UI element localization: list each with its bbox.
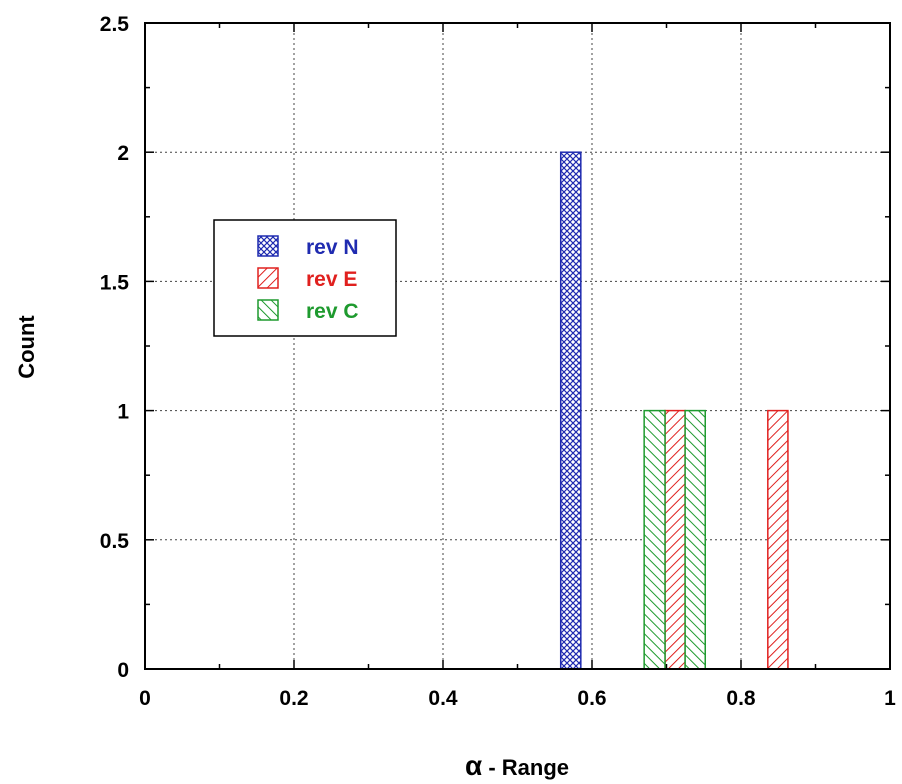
tick-marks	[144, 22, 891, 670]
legend: rev N rev E rev C	[213, 219, 397, 337]
y-axis-label: Count	[14, 315, 39, 379]
x-axis-label-text: - Range	[482, 755, 569, 780]
bars	[559, 151, 789, 670]
y-tick-label: 2.5	[100, 13, 130, 36]
bar-rev-e-1	[767, 409, 789, 670]
legend-swatch-rev-n	[257, 235, 279, 257]
legend-label-rev-e: rev E	[306, 268, 357, 291]
legend-label-rev-n: rev N	[306, 236, 359, 259]
y-tick-label: 1	[117, 401, 129, 424]
x-tick-label: 0.8	[726, 687, 756, 710]
x-tick-labels: 0 0.2 0.4 0.6 0.8 1	[139, 687, 896, 710]
x-tick-label: 0.6	[577, 687, 606, 710]
bar-rev-n-0	[559, 151, 582, 670]
x-axis-label: α - Range	[465, 750, 569, 781]
y-tick-label: 1.5	[100, 271, 130, 294]
grid-lines	[145, 23, 890, 669]
y-tick-label: 2	[117, 142, 129, 165]
y-tick-labels: 0 0.5 1 1.5 2 2.5	[100, 13, 130, 682]
legend-box	[213, 219, 397, 337]
legend-label-rev-c: rev C	[306, 300, 359, 323]
x-tick-label: 0.2	[279, 687, 308, 710]
bar-rev-c-1	[684, 409, 706, 670]
legend-swatch-rev-c	[257, 299, 279, 321]
bar-rev-e-0	[664, 409, 686, 670]
x-tick-label: 0	[139, 687, 151, 710]
x-tick-label: 0.4	[428, 687, 458, 710]
bar-rev-c-0	[643, 409, 666, 670]
legend-swatch-rev-e	[257, 267, 279, 289]
alpha-symbol: α	[465, 750, 482, 781]
x-tick-label: 1	[884, 687, 896, 710]
y-tick-label: 0	[117, 659, 129, 682]
y-tick-label: 0.5	[100, 530, 130, 553]
